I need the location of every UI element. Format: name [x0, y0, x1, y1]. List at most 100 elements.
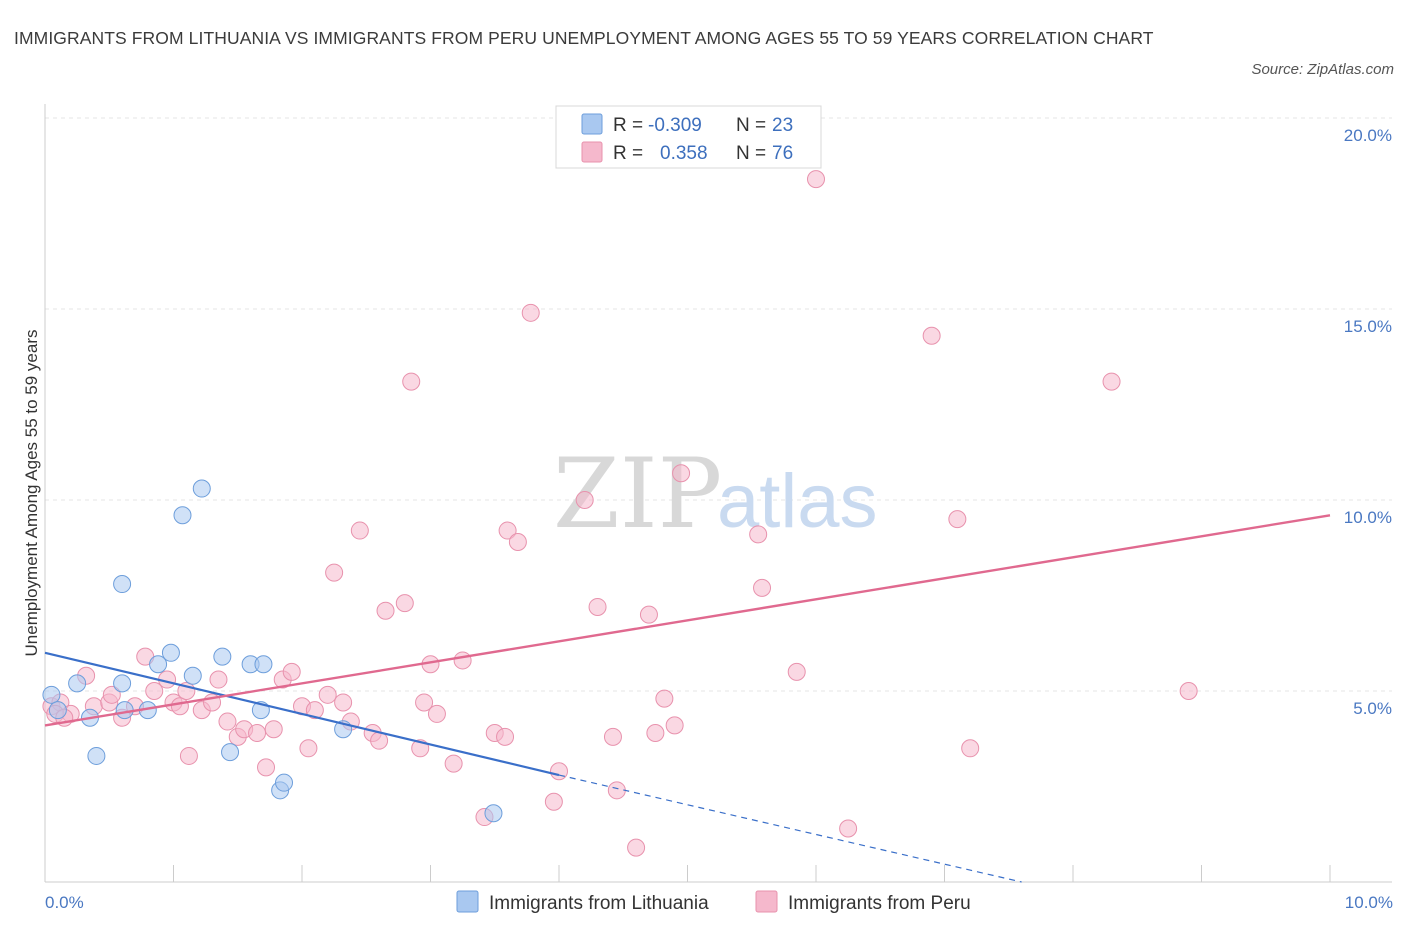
peru-point-26: [282, 662, 301, 681]
legend-n-label: N =: [736, 143, 766, 164]
peru-point-18: [209, 670, 228, 689]
peru-point-31: [325, 563, 344, 582]
peru-point-56: [603, 727, 622, 746]
lithuania-point-0: [42, 685, 61, 704]
x-tick-label-1: 10.0%: [1345, 893, 1393, 912]
peru-point-61: [655, 689, 674, 708]
legend-n-value-lithuania: 23: [772, 115, 793, 136]
peru-point-23: [257, 758, 276, 777]
y-axis-label: Unemployment Among Ages 55 to 59 years: [22, 330, 41, 657]
peru-point-6: [102, 685, 121, 704]
peru-point-32: [334, 693, 353, 712]
peru-point-30: [318, 685, 337, 704]
peru-point-59: [639, 605, 658, 624]
y-tick-label-2: 15.0%: [1344, 317, 1392, 336]
peru-point-68: [839, 819, 858, 838]
chart-source: Source: ZipAtlas.com: [1251, 61, 1394, 78]
peru-point-52: [550, 762, 568, 781]
lithuania-point-13: [192, 479, 211, 498]
peru-point-44: [444, 754, 463, 773]
trend-line-lithuania: [44, 651, 560, 777]
bottom-legend-label-lithuania: Immigrants from Lithuania: [489, 893, 709, 914]
bottom-legend-label-peru: Immigrants from Peru: [788, 893, 971, 914]
correlation-legend: R = -0.309 N = 23 R = 0.358 N = 76: [555, 105, 822, 169]
legend-n-label: N =: [736, 115, 766, 136]
lithuania-point-20: [275, 773, 294, 792]
peru-point-62: [665, 716, 684, 735]
peru-point-63: [672, 464, 691, 483]
grid-lines: [45, 117, 1392, 692]
lithuania-point-4: [87, 746, 106, 765]
peru-point-60: [646, 724, 665, 743]
bottom-legend-swatch-peru: [755, 890, 778, 913]
peru-point-28: [299, 739, 318, 758]
peru-point-72: [1102, 372, 1121, 391]
peru-point-64: [749, 525, 768, 544]
trend-lines: [44, 514, 1331, 883]
peru-point-10: [145, 682, 164, 700]
trend-line-lithuania-extension: [558, 774, 1022, 883]
peru-point-71: [961, 739, 980, 758]
peru-point-54: [575, 491, 594, 509]
peru-point-70: [948, 510, 967, 529]
peru-point-58: [627, 838, 646, 857]
lithuania-point-7: [113, 575, 132, 594]
axes: [44, 104, 1392, 883]
series-legend: Immigrants from Lithuania Immigrants fro…: [456, 890, 971, 914]
peru-point-73: [1179, 682, 1198, 700]
peru-point-66: [787, 662, 806, 681]
lithuania-point-6: [115, 701, 134, 720]
chart-title: IMMIGRANTS FROM LITHUANIA VS IMMIGRANTS …: [14, 28, 1154, 48]
lithuania-point-10: [161, 643, 180, 662]
lithuania-point-15: [221, 743, 240, 762]
lithuania-point-11: [173, 506, 192, 525]
peru-point-53: [544, 792, 563, 811]
lithuania-point-12: [183, 666, 202, 685]
lithuania-point-2: [68, 674, 87, 693]
y-tick-label-1: 10.0%: [1344, 508, 1392, 527]
lithuania-point-9: [149, 655, 168, 674]
peru-point-65: [753, 578, 772, 597]
trend-line-peru: [44, 514, 1331, 727]
legend-r-value-lithuania: -0.309: [648, 115, 702, 136]
peru-point-49: [498, 521, 517, 540]
peru-point-55: [588, 597, 607, 616]
lithuania-point-5: [113, 674, 132, 693]
peru-point-41: [415, 693, 434, 712]
y-tick-labels: 5.0% 10.0% 15.0% 20.0%: [1344, 126, 1392, 718]
legend-r-label: R =: [613, 115, 643, 136]
bottom-legend-swatch-lithuania: [456, 890, 479, 913]
legend-swatch-lithuania: [581, 113, 603, 135]
series-lithuania-points: [42, 479, 503, 823]
peru-point-24: [264, 720, 283, 739]
peru-point-15: [179, 746, 198, 765]
lithuania-point-1: [48, 701, 67, 720]
watermark-atlas: atlas: [717, 459, 878, 544]
legend-n-value-peru: 76: [772, 143, 793, 164]
peru-point-37: [376, 601, 395, 620]
peru-point-43: [427, 704, 446, 723]
peru-point-69: [922, 326, 941, 345]
peru-point-51: [521, 303, 540, 322]
legend-r-value-peru: 0.358: [660, 143, 708, 164]
x-tick-label-0: 0.0%: [45, 893, 84, 912]
peru-point-57: [607, 781, 626, 800]
lithuania-point-22: [484, 804, 503, 823]
lithuania-point-14: [213, 647, 232, 666]
peru-point-67: [807, 170, 825, 189]
peru-point-50: [508, 533, 527, 552]
peru-point-39: [402, 372, 421, 391]
legend-swatch-peru: [581, 141, 603, 163]
legend-r-label: R =: [613, 143, 643, 164]
lithuania-point-17: [254, 655, 273, 674]
x-tick-labels: 0.0% 10.0%: [45, 893, 1393, 912]
y-tick-label-0: 5.0%: [1353, 699, 1392, 718]
peru-point-34: [350, 521, 369, 540]
peru-point-13: [170, 697, 189, 716]
peru-point-22: [248, 724, 267, 743]
y-tick-label-3: 20.0%: [1344, 126, 1392, 145]
peru-point-38: [395, 594, 414, 613]
peru-point-19: [218, 712, 237, 731]
peru-point-29: [305, 701, 324, 720]
